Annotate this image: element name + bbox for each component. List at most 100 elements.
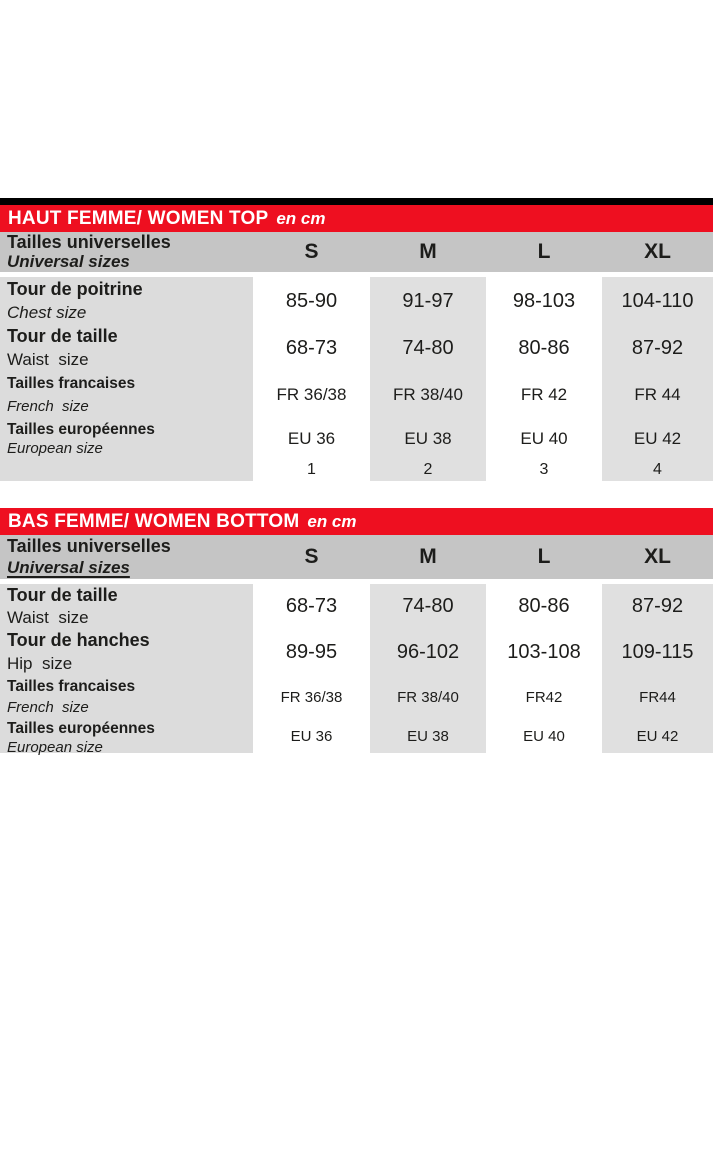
size-column-header-m: M — [419, 545, 437, 568]
row-label-cell-empty — [0, 459, 253, 481]
value-cell: 80-86 — [486, 584, 602, 629]
size-column-header-s: S — [304, 545, 319, 568]
size-column-header-xl: XL — [644, 240, 671, 263]
table-header-row: Tailles universelles Universal sizes S M… — [0, 232, 713, 272]
top-border-bar — [0, 198, 713, 205]
table-body: Tour de taille Waist size 68-73 74-80 80… — [0, 584, 713, 756]
row-label-fr: Tailles européennes — [7, 420, 155, 438]
value-cell: 98-103 — [486, 277, 602, 325]
table-row-waist: Tour de taille Waist size 68-73 74-80 80… — [0, 325, 713, 371]
table-row-european-size: Tailles européennes European size EU 36 … — [0, 419, 713, 459]
row-label-cell: Tailles francaises French size — [0, 675, 253, 719]
row-label-en: French size — [7, 397, 89, 415]
value-cell: EU 36 — [253, 719, 370, 753]
row-label-fr: Tour de taille — [7, 585, 118, 605]
value-cell: 74-80 — [370, 325, 486, 371]
size-column-header-s: S — [304, 240, 319, 263]
row-label-en: French size — [7, 699, 89, 716]
section-women-bottom: BAS FEMME/ WOMEN BOTTOM en cm Tailles un… — [0, 508, 713, 756]
value-cell: 1 — [253, 459, 370, 481]
row-label-fr: Tailles francaises — [7, 375, 136, 393]
row-label-fr: Tour de taille — [7, 326, 118, 347]
row-label-fr: Tour de poitrine — [7, 279, 143, 299]
header-label-fr: Tailles universelles — [7, 231, 171, 252]
value-cell: 96-102 — [370, 629, 486, 675]
size-guide-sheet: HAUT FEMME/ WOMEN TOP en cm Tailles univ… — [0, 198, 720, 756]
value-cell: FR 36/38 — [253, 371, 370, 419]
value-cell: 103-108 — [486, 629, 602, 675]
row-label-cell: Tour de poitrine Chest size — [0, 277, 253, 325]
header-label-cell: Tailles universelles Universal sizes — [0, 535, 253, 579]
value-cell: 80-86 — [486, 325, 602, 371]
row-label-en: Waist size — [7, 349, 89, 369]
value-cell: EU 40 — [486, 719, 602, 753]
value-cell: EU 36 — [253, 419, 370, 459]
row-label-cell: Tour de taille Waist size — [0, 584, 253, 629]
size-column-header-m: M — [419, 240, 437, 263]
row-label-en: Waist size — [7, 608, 89, 627]
table-body: Tour de poitrine Chest size 85-90 91-97 … — [0, 277, 713, 481]
row-label-cell: Tailles européennes European size — [0, 719, 253, 756]
value-cell: 104-110 — [602, 277, 713, 325]
value-cell: FR 36/38 — [253, 675, 370, 719]
value-cell: 68-73 — [253, 325, 370, 371]
value-cell: EU 38 — [370, 419, 486, 459]
value-cell: FR44 — [602, 675, 713, 719]
table-row-waist: Tour de taille Waist size 68-73 74-80 80… — [0, 584, 713, 629]
table-row-european-size: Tailles européennes European size EU 36 … — [0, 719, 713, 756]
table-header-row: Tailles universelles Universal sizes S M… — [0, 535, 713, 579]
value-cell: FR 42 — [486, 371, 602, 419]
section-title: HAUT FEMME/ WOMEN TOP — [8, 207, 269, 229]
header-label-en: Universal sizes — [7, 558, 130, 577]
section-title: BAS FEMME/ WOMEN BOTTOM — [8, 510, 300, 532]
size-column-header-xl: XL — [644, 545, 671, 568]
row-label-cell: Tour de hanches Hip size — [0, 629, 253, 675]
spacer — [0, 272, 713, 277]
size-column-header-l: L — [537, 545, 551, 568]
row-label-en: European size — [7, 440, 103, 458]
table-row-french-size: Tailles francaises French size FR 36/38 … — [0, 371, 713, 419]
header-label-cell: Tailles universelles Universal sizes — [0, 232, 253, 272]
value-cell: 87-92 — [602, 584, 713, 629]
value-cell: 91-97 — [370, 277, 486, 325]
value-cell: FR 38/40 — [370, 371, 486, 419]
section-women-top: HAUT FEMME/ WOMEN TOP en cm Tailles univ… — [0, 205, 713, 481]
value-cell: 2 — [370, 459, 486, 481]
table-row-hip: Tour de hanches Hip size 89-95 96-102 10… — [0, 629, 713, 675]
value-cell: EU 42 — [602, 419, 713, 459]
row-label-en: European size — [7, 739, 103, 756]
unit-label: en cm — [276, 208, 326, 228]
row-label-fr: Tour de hanches — [7, 630, 150, 651]
row-label-cell: Tailles francaises French size — [0, 371, 253, 419]
spacer — [0, 579, 713, 584]
value-cell: FR42 — [486, 675, 602, 719]
row-label-fr: Tailles européennes — [7, 720, 155, 737]
value-cell: EU 40 — [486, 419, 602, 459]
value-cell: 89-95 — [253, 629, 370, 675]
section-header-bar: BAS FEMME/ WOMEN BOTTOM en cm — [0, 508, 713, 535]
value-cell: FR 38/40 — [370, 675, 486, 719]
section-header-bar: HAUT FEMME/ WOMEN TOP en cm — [0, 205, 713, 232]
header-label-en: Universal sizes — [7, 252, 130, 272]
value-cell: 74-80 — [370, 584, 486, 629]
value-cell: 109-115 — [602, 629, 713, 675]
row-label-cell: Tailles européennes European size — [0, 419, 253, 459]
row-label-en: Hip size — [7, 653, 73, 673]
table-row-chest: Tour de poitrine Chest size 85-90 91-97 … — [0, 277, 713, 325]
value-cell: 4 — [602, 459, 713, 481]
value-cell: 3 — [486, 459, 602, 481]
unit-label: en cm — [307, 511, 357, 531]
size-column-header-l: L — [537, 240, 551, 263]
row-label-fr: Tailles francaises — [7, 678, 136, 695]
value-cell: 87-92 — [602, 325, 713, 371]
row-label-cell: Tour de taille Waist size — [0, 325, 253, 371]
value-cell: EU 38 — [370, 719, 486, 753]
value-cell: 68-73 — [253, 584, 370, 629]
header-label-fr: Tailles universelles — [7, 536, 171, 556]
table-row-index-numbers: 1 2 3 4 — [0, 459, 713, 481]
value-cell: 85-90 — [253, 277, 370, 325]
table-row-french-size: Tailles francaises French size FR 36/38 … — [0, 675, 713, 719]
value-cell: EU 42 — [602, 719, 713, 753]
row-label-en: Chest size — [7, 303, 87, 322]
value-cell: FR 44 — [602, 371, 713, 419]
